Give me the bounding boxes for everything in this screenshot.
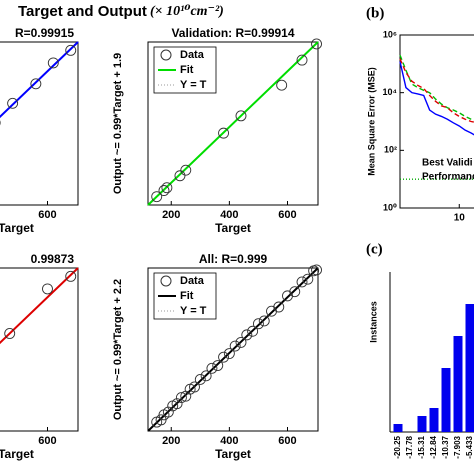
series-line <box>399 61 474 136</box>
data-point <box>189 381 200 393</box>
data-point <box>223 348 235 359</box>
y-axis-label: Output ~= 0.99*Target + 1.9 <box>112 53 124 194</box>
fit-line <box>147 41 319 206</box>
legend-label: Fit <box>180 64 194 76</box>
y-axis-label: Instances <box>368 301 378 343</box>
data-point <box>258 315 270 327</box>
chart-title: R=0.99915 <box>15 26 74 40</box>
legend-label: Data <box>180 49 205 61</box>
data-point <box>161 182 173 194</box>
panel-label: (c) <box>366 241 383 257</box>
plot-area <box>0 41 79 206</box>
series-line <box>399 58 474 123</box>
x-axis-label: Target <box>215 447 251 461</box>
x-tick-label: -7.903 <box>453 435 462 458</box>
x-tick-label: -5.433 <box>465 435 474 458</box>
data-point <box>235 110 247 122</box>
data-point <box>296 54 308 66</box>
legend-marker <box>160 49 172 61</box>
bar <box>429 408 439 432</box>
chart-title: All: R=0.999 <box>199 252 268 266</box>
y-axis-label: Mean Square Error (MSE) <box>366 67 376 176</box>
x-tick-label: -20.25 <box>393 435 402 458</box>
data-point <box>218 127 230 139</box>
data-point <box>65 270 77 282</box>
data-point <box>296 276 308 288</box>
data-point <box>235 336 247 348</box>
data-point <box>7 97 19 109</box>
data-point <box>4 328 16 339</box>
data-point <box>194 374 206 385</box>
data-point <box>42 283 53 295</box>
y-tick-label: 10⁶ <box>383 29 397 39</box>
data-point <box>180 164 192 176</box>
x-tick-label: 600 <box>278 209 296 221</box>
annotation: Best Validi <box>422 158 473 169</box>
bar <box>441 368 451 432</box>
x-axis-label: Target <box>215 221 251 235</box>
x-tick-label: 400 <box>220 435 238 447</box>
data-point <box>200 370 212 382</box>
data-point <box>162 406 174 418</box>
data-point <box>175 392 187 404</box>
data-point <box>241 329 253 341</box>
bar <box>393 424 403 432</box>
data-point <box>247 325 259 337</box>
legend-label: Fit <box>180 290 194 302</box>
x-tick-label: -10.37 <box>441 435 450 458</box>
legend-marker <box>160 275 172 287</box>
bar <box>453 336 463 432</box>
chart-title: Validation: R=0.99914 <box>171 26 294 40</box>
x-tick-label: 400 <box>220 209 238 221</box>
x-tick-label: -17.78 <box>405 435 414 458</box>
x-tick-label: 200 <box>162 209 180 221</box>
data-point <box>218 351 230 363</box>
x-tick-label: -15.31 <box>417 435 426 458</box>
x-tick-label: -12.84 <box>429 435 438 458</box>
x-axis-label: Target <box>0 221 34 235</box>
data-point <box>171 398 183 410</box>
y-tick-label: 10⁴ <box>383 87 397 97</box>
y-tick-label: 10² <box>384 145 397 155</box>
bar <box>417 416 427 432</box>
data-point <box>311 264 322 276</box>
figure-unit: (× 10¹⁰cm⁻²) <box>150 4 224 19</box>
legend-label: Y = T <box>180 79 207 91</box>
series-line <box>399 54 474 122</box>
panel-label: (b) <box>366 5 384 21</box>
x-tick-label: 600 <box>278 435 296 447</box>
data-point <box>206 362 218 374</box>
data-point <box>174 170 186 182</box>
annotation: Performance <box>422 172 474 183</box>
data-point <box>289 286 301 298</box>
data-point <box>212 360 224 371</box>
plot-area <box>0 267 79 432</box>
fit-line <box>0 267 79 345</box>
legend-label: Y = T <box>180 305 207 317</box>
fit-line <box>0 41 79 119</box>
chart-title: 0.99873 <box>31 252 75 266</box>
data-point <box>302 273 314 285</box>
x-tick-label: 600 <box>38 435 56 447</box>
x-tick-label: 600 <box>38 209 56 221</box>
data-point <box>158 185 170 196</box>
bar <box>465 304 474 432</box>
data-point <box>252 318 264 330</box>
figure-title: Target and Output <box>18 3 147 20</box>
x-axis-label: Target <box>0 447 34 461</box>
data-point <box>30 78 42 90</box>
data-point <box>229 340 241 352</box>
data-point <box>273 301 285 313</box>
data-point <box>276 79 288 91</box>
y-tick-label: 10⁰ <box>383 202 397 212</box>
data-point <box>47 57 59 69</box>
x-tick-label: 10 <box>454 213 466 224</box>
y-axis-label: Output ~= 0.99*Target + 2.2 <box>112 279 124 420</box>
legend-label: Data <box>180 275 205 287</box>
data-point <box>311 38 322 50</box>
x-tick-label: 200 <box>162 435 180 447</box>
data-point <box>151 191 163 203</box>
data-point <box>65 44 77 56</box>
